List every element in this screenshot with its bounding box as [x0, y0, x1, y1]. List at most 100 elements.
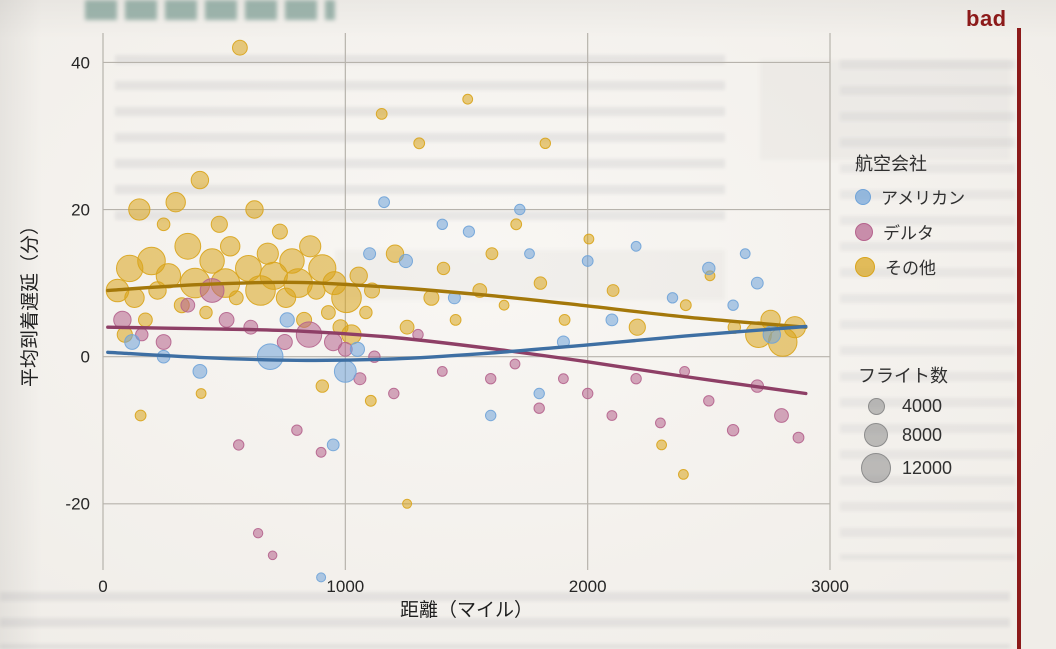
data-point — [449, 314, 462, 326]
data-point — [116, 254, 144, 283]
size-legend-item: 12000 — [858, 453, 952, 483]
airline-legend-items: アメリカンデルタその他 — [855, 184, 965, 279]
data-point — [363, 247, 377, 261]
data-point — [256, 242, 279, 265]
data-point — [299, 235, 322, 258]
data-point — [388, 387, 400, 400]
size-circle — [864, 423, 888, 447]
flight-count-legend-items: 4000 8000 12000 — [858, 396, 952, 483]
data-point — [792, 431, 805, 444]
data-point — [514, 203, 526, 216]
flight-count-legend-title: フライト数 — [858, 366, 948, 386]
data-point — [326, 438, 340, 452]
x-tick-label: 2000 — [569, 577, 607, 596]
data-point — [533, 276, 548, 290]
data-point — [606, 410, 618, 421]
data-point — [128, 198, 151, 221]
size-legend-value: 12000 — [902, 457, 953, 478]
data-point — [156, 217, 171, 232]
data-point — [291, 424, 303, 436]
data-point — [498, 299, 510, 311]
size-swatch-box — [858, 423, 894, 447]
data-point — [148, 281, 167, 300]
data-point — [385, 244, 405, 263]
data-point — [378, 196, 391, 209]
data-point — [138, 312, 153, 328]
data-point — [134, 409, 147, 422]
data-point — [275, 287, 297, 308]
y-tick-label: -20 — [65, 495, 90, 514]
legend-color-swatch — [855, 188, 871, 205]
data-point — [678, 469, 689, 480]
legend-item: その他 — [855, 254, 965, 279]
x-tick-label: 1000 — [326, 577, 364, 596]
y-tick-label: 40 — [71, 53, 90, 72]
size-swatch-box — [858, 453, 894, 483]
data-point — [413, 137, 426, 150]
data-point — [124, 287, 145, 308]
data-point — [256, 343, 284, 371]
data-point — [533, 387, 545, 400]
data-point — [398, 253, 413, 269]
legend-color-swatch — [855, 222, 873, 241]
size-legend-item: 8000 — [858, 423, 952, 447]
data-point — [606, 284, 620, 297]
trend-line — [106, 280, 808, 329]
data-point — [243, 319, 259, 335]
data-point — [402, 498, 413, 509]
data-point — [628, 318, 646, 336]
data-point — [349, 341, 365, 357]
data-point — [315, 446, 327, 458]
data-point — [509, 358, 521, 370]
y-axis-label: 平均到着遅延（分） — [19, 216, 41, 387]
data-point — [679, 299, 692, 312]
y-tick-label: 0 — [81, 348, 90, 367]
data-point — [295, 321, 323, 348]
data-point — [279, 248, 305, 274]
data-point — [630, 240, 642, 252]
data-point — [582, 387, 594, 400]
data-point — [485, 247, 499, 261]
data-point — [199, 248, 225, 274]
size-legend-item: 4000 — [858, 396, 952, 417]
legend-item-label: アメリカン — [881, 189, 966, 208]
data-point — [359, 305, 373, 320]
data-point — [774, 408, 789, 423]
data-point — [192, 364, 208, 379]
data-point — [656, 439, 667, 451]
legend-item-label: その他 — [885, 259, 936, 278]
x-tick-label: 0 — [98, 577, 107, 596]
data-point — [276, 334, 293, 350]
data-point — [174, 232, 202, 260]
airline-legend-title: 航空会社 — [855, 154, 927, 174]
data-point — [364, 394, 377, 407]
data-point — [539, 137, 551, 150]
data-point — [485, 409, 497, 422]
data-point — [235, 255, 262, 282]
data-point — [271, 223, 288, 240]
data-point — [655, 417, 666, 429]
data-point — [218, 312, 235, 328]
data-point — [524, 248, 535, 260]
legend-item: アメリカン — [855, 184, 965, 209]
data-point — [180, 297, 196, 313]
data-point — [581, 255, 594, 267]
data-point — [703, 395, 715, 407]
data-point — [750, 276, 764, 290]
data-point — [423, 289, 440, 306]
data-point — [436, 261, 451, 276]
data-point — [199, 305, 213, 320]
legend-item-label: デルタ — [883, 224, 934, 243]
data-point — [558, 314, 571, 326]
data-point — [245, 200, 264, 219]
legend-item: デルタ — [855, 219, 965, 244]
data-point — [252, 528, 264, 539]
size-swatch-box — [858, 398, 894, 415]
size-legend-value: 4000 — [902, 396, 943, 416]
data-point — [333, 360, 357, 383]
data-point — [220, 236, 241, 257]
data-point — [375, 108, 388, 120]
data-point — [124, 334, 141, 350]
data-point — [605, 313, 619, 327]
